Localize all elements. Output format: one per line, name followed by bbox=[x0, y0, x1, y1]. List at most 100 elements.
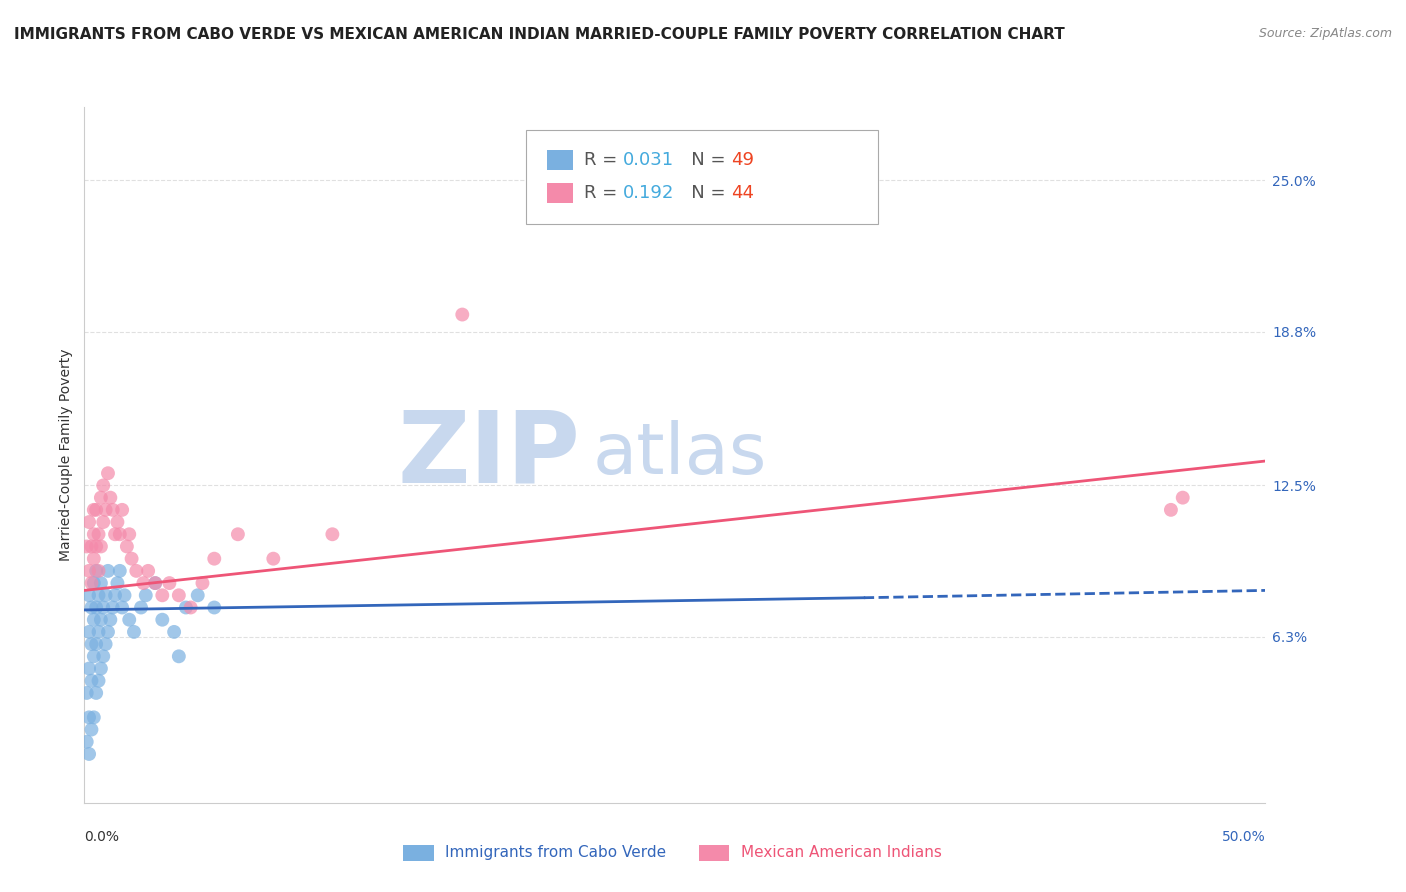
Point bbox=[84, 600, 107, 615]
Point bbox=[191, 576, 214, 591]
Point bbox=[167, 588, 190, 602]
Text: 50.0%: 50.0% bbox=[1222, 830, 1265, 844]
Point bbox=[87, 564, 110, 578]
Point bbox=[118, 613, 141, 627]
Point bbox=[136, 564, 159, 578]
Text: Immigrants from Cabo Verde: Immigrants from Cabo Verde bbox=[446, 846, 666, 860]
Point bbox=[77, 624, 100, 639]
Point bbox=[108, 527, 131, 541]
Point bbox=[87, 527, 110, 541]
Point bbox=[129, 600, 152, 615]
Point bbox=[91, 478, 114, 492]
Point bbox=[90, 540, 112, 554]
Point bbox=[104, 588, 127, 602]
Point bbox=[76, 735, 98, 749]
Point bbox=[91, 515, 114, 529]
Text: 44: 44 bbox=[731, 184, 755, 202]
Text: 49: 49 bbox=[731, 151, 755, 169]
Point bbox=[87, 624, 110, 639]
Point bbox=[125, 564, 148, 578]
Point bbox=[202, 551, 225, 566]
Point bbox=[121, 551, 143, 566]
Point bbox=[83, 576, 105, 591]
Point bbox=[94, 637, 117, 651]
Text: N =: N = bbox=[673, 184, 731, 202]
Point bbox=[107, 515, 129, 529]
Point bbox=[118, 527, 141, 541]
Point bbox=[77, 588, 100, 602]
Point bbox=[98, 613, 121, 627]
Point bbox=[98, 491, 121, 505]
Point bbox=[83, 710, 105, 724]
Point bbox=[187, 588, 209, 602]
Point bbox=[167, 649, 190, 664]
Text: 0.0%: 0.0% bbox=[84, 830, 120, 844]
Point bbox=[262, 551, 284, 566]
Text: 0.031: 0.031 bbox=[623, 151, 675, 169]
Point bbox=[122, 624, 145, 639]
Point bbox=[132, 576, 155, 591]
Point bbox=[91, 649, 114, 664]
Point bbox=[202, 600, 225, 615]
Point bbox=[101, 600, 124, 615]
Point bbox=[84, 503, 107, 517]
Text: R =: R = bbox=[583, 184, 623, 202]
Point bbox=[111, 503, 134, 517]
Point bbox=[84, 564, 107, 578]
Point bbox=[157, 576, 180, 591]
Point bbox=[80, 540, 103, 554]
Point bbox=[80, 576, 103, 591]
Point bbox=[143, 576, 166, 591]
Point bbox=[174, 600, 197, 615]
Point bbox=[107, 576, 129, 591]
Point bbox=[83, 551, 105, 566]
Point bbox=[135, 588, 157, 602]
Point bbox=[150, 613, 173, 627]
Text: ZIP: ZIP bbox=[398, 407, 581, 503]
Point bbox=[451, 308, 474, 322]
Point bbox=[80, 673, 103, 688]
Point bbox=[90, 576, 112, 591]
Point bbox=[101, 503, 124, 517]
Point bbox=[111, 600, 134, 615]
Point bbox=[77, 747, 100, 761]
Point bbox=[84, 637, 107, 651]
Y-axis label: Married-Couple Family Poverty: Married-Couple Family Poverty bbox=[59, 349, 73, 561]
Point bbox=[77, 710, 100, 724]
Point bbox=[180, 600, 202, 615]
Text: IMMIGRANTS FROM CABO VERDE VS MEXICAN AMERICAN INDIAN MARRIED-COUPLE FAMILY POVE: IMMIGRANTS FROM CABO VERDE VS MEXICAN AM… bbox=[14, 27, 1064, 42]
Point bbox=[84, 686, 107, 700]
Text: Mexican American Indians: Mexican American Indians bbox=[741, 846, 942, 860]
Point bbox=[87, 673, 110, 688]
Point bbox=[115, 540, 138, 554]
Point bbox=[91, 600, 114, 615]
Point bbox=[97, 624, 120, 639]
Point bbox=[97, 564, 120, 578]
Point bbox=[83, 613, 105, 627]
Point bbox=[83, 503, 105, 517]
Text: R =: R = bbox=[583, 151, 623, 169]
Point bbox=[84, 540, 107, 554]
Point bbox=[77, 515, 100, 529]
Point bbox=[77, 661, 100, 675]
Point bbox=[1171, 491, 1194, 505]
Text: N =: N = bbox=[673, 151, 731, 169]
Text: atlas: atlas bbox=[592, 420, 766, 490]
Text: 0.192: 0.192 bbox=[623, 184, 675, 202]
Point bbox=[90, 491, 112, 505]
Point bbox=[1160, 503, 1182, 517]
Point bbox=[104, 527, 127, 541]
Point bbox=[94, 588, 117, 602]
Point bbox=[76, 540, 98, 554]
Point bbox=[163, 624, 186, 639]
Point bbox=[90, 613, 112, 627]
Point bbox=[321, 527, 343, 541]
Point bbox=[546, 136, 568, 151]
Point bbox=[77, 564, 100, 578]
Point bbox=[87, 588, 110, 602]
Point bbox=[90, 661, 112, 675]
Point bbox=[143, 576, 166, 591]
Point bbox=[97, 467, 120, 481]
Point bbox=[76, 686, 98, 700]
Point bbox=[150, 588, 173, 602]
